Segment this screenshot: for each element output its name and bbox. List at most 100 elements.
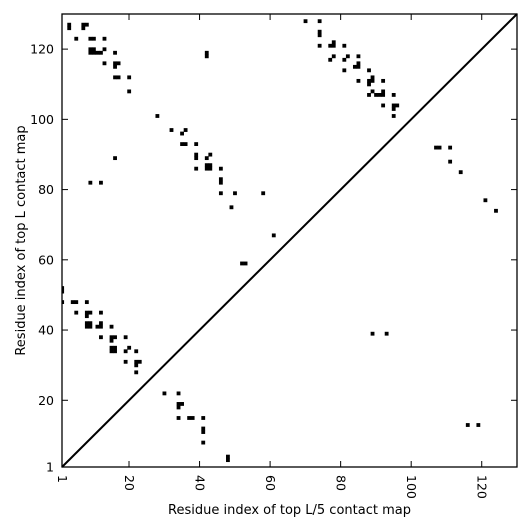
- contact-point: [226, 454, 230, 459]
- contact-point: [317, 33, 322, 38]
- contact-point: [448, 145, 453, 150]
- contact-point: [84, 300, 89, 305]
- contact-point: [243, 261, 248, 266]
- diagonal-line: [61, 13, 518, 468]
- y-tick-label: 80: [38, 182, 54, 197]
- contact-point: [70, 300, 75, 305]
- contact-point: [201, 416, 206, 420]
- contact-point: [317, 19, 322, 24]
- contact-point: [204, 50, 209, 55]
- contact-point: [331, 40, 336, 45]
- contact-point: [127, 75, 132, 80]
- contact-point: [180, 142, 184, 146]
- contact-point: [88, 324, 93, 329]
- contact-point: [134, 359, 139, 364]
- contact-point: [465, 423, 470, 427]
- contact-point: [208, 166, 213, 171]
- contact-point: [95, 324, 100, 329]
- contact-point: [201, 430, 206, 434]
- contact-point: [391, 93, 396, 97]
- contact-point: [367, 93, 371, 97]
- contact-point: [116, 61, 121, 66]
- contact-point: [317, 29, 322, 34]
- contact-point: [88, 36, 93, 41]
- y-tick-label: 40: [38, 323, 54, 338]
- y-tick-label: 100: [30, 112, 54, 127]
- contact-point: [194, 156, 199, 161]
- contact-point: [67, 26, 72, 31]
- contact-point: [134, 370, 139, 375]
- contact-point: [190, 416, 195, 420]
- x-tick-label: 20: [122, 475, 137, 491]
- contact-point: [123, 335, 128, 340]
- contact-point: [134, 363, 139, 368]
- contact-point: [367, 82, 371, 87]
- contact-point: [99, 321, 103, 326]
- x-tick-label: 120: [475, 475, 490, 499]
- y-tick-label: 20: [38, 393, 54, 408]
- contact-point: [127, 345, 132, 350]
- contact-point: [395, 103, 400, 108]
- contact-point: [381, 93, 386, 97]
- contact-point: [183, 142, 188, 146]
- contact-point: [88, 321, 93, 326]
- contact-point: [81, 22, 86, 27]
- contact-point: [169, 128, 174, 132]
- contact-point: [183, 128, 188, 132]
- contact-point: [370, 331, 375, 336]
- contact-point: [176, 405, 181, 410]
- contact-point: [194, 166, 199, 171]
- contact-point: [67, 22, 72, 27]
- contact-point: [381, 78, 386, 83]
- contact-point: [84, 310, 89, 315]
- contact-point: [391, 114, 396, 118]
- x-tick-label: 100: [404, 475, 419, 499]
- contact-point: [109, 349, 114, 354]
- contact-point: [84, 22, 89, 27]
- contact-point: [356, 64, 361, 69]
- contact-point: [352, 64, 357, 69]
- y-tick-label: 1: [46, 460, 54, 475]
- contact-point: [391, 103, 396, 108]
- contact-point: [88, 47, 93, 52]
- contact-point: [229, 205, 234, 210]
- contact-point: [84, 321, 89, 326]
- contact-point: [162, 391, 167, 396]
- contact-point: [113, 156, 117, 161]
- contact-point: [204, 166, 209, 171]
- contact-point: [194, 152, 199, 157]
- contact-point: [62, 289, 65, 294]
- contact-point: [342, 57, 347, 62]
- contact-point: [370, 78, 375, 83]
- contact-point: [91, 50, 96, 55]
- contact-point: [113, 335, 117, 340]
- contact-point: [113, 61, 117, 66]
- contact-point: [356, 61, 361, 66]
- contact-point: [303, 19, 308, 24]
- contact-point: [113, 349, 117, 354]
- contact-point: [356, 54, 361, 59]
- contact-point: [204, 54, 209, 59]
- contact-point: [127, 89, 132, 94]
- contact-point: [62, 286, 65, 290]
- points-layer: [62, 19, 498, 463]
- contact-point: [180, 402, 184, 406]
- contact-point: [370, 75, 375, 80]
- contact-point: [176, 402, 181, 406]
- contact-point: [102, 61, 107, 66]
- contact-point: [494, 208, 498, 213]
- contact-point: [123, 359, 128, 364]
- contact-point: [91, 47, 96, 52]
- contact-point: [109, 338, 114, 343]
- contact-point: [201, 440, 206, 445]
- contact-point: [74, 300, 79, 305]
- contact-point: [370, 89, 375, 94]
- contact-point: [113, 50, 117, 55]
- contact-point: [317, 43, 322, 48]
- contact-point: [176, 391, 181, 396]
- contact-point: [194, 142, 199, 146]
- contact-point: [95, 50, 100, 55]
- contact-point: [113, 64, 117, 69]
